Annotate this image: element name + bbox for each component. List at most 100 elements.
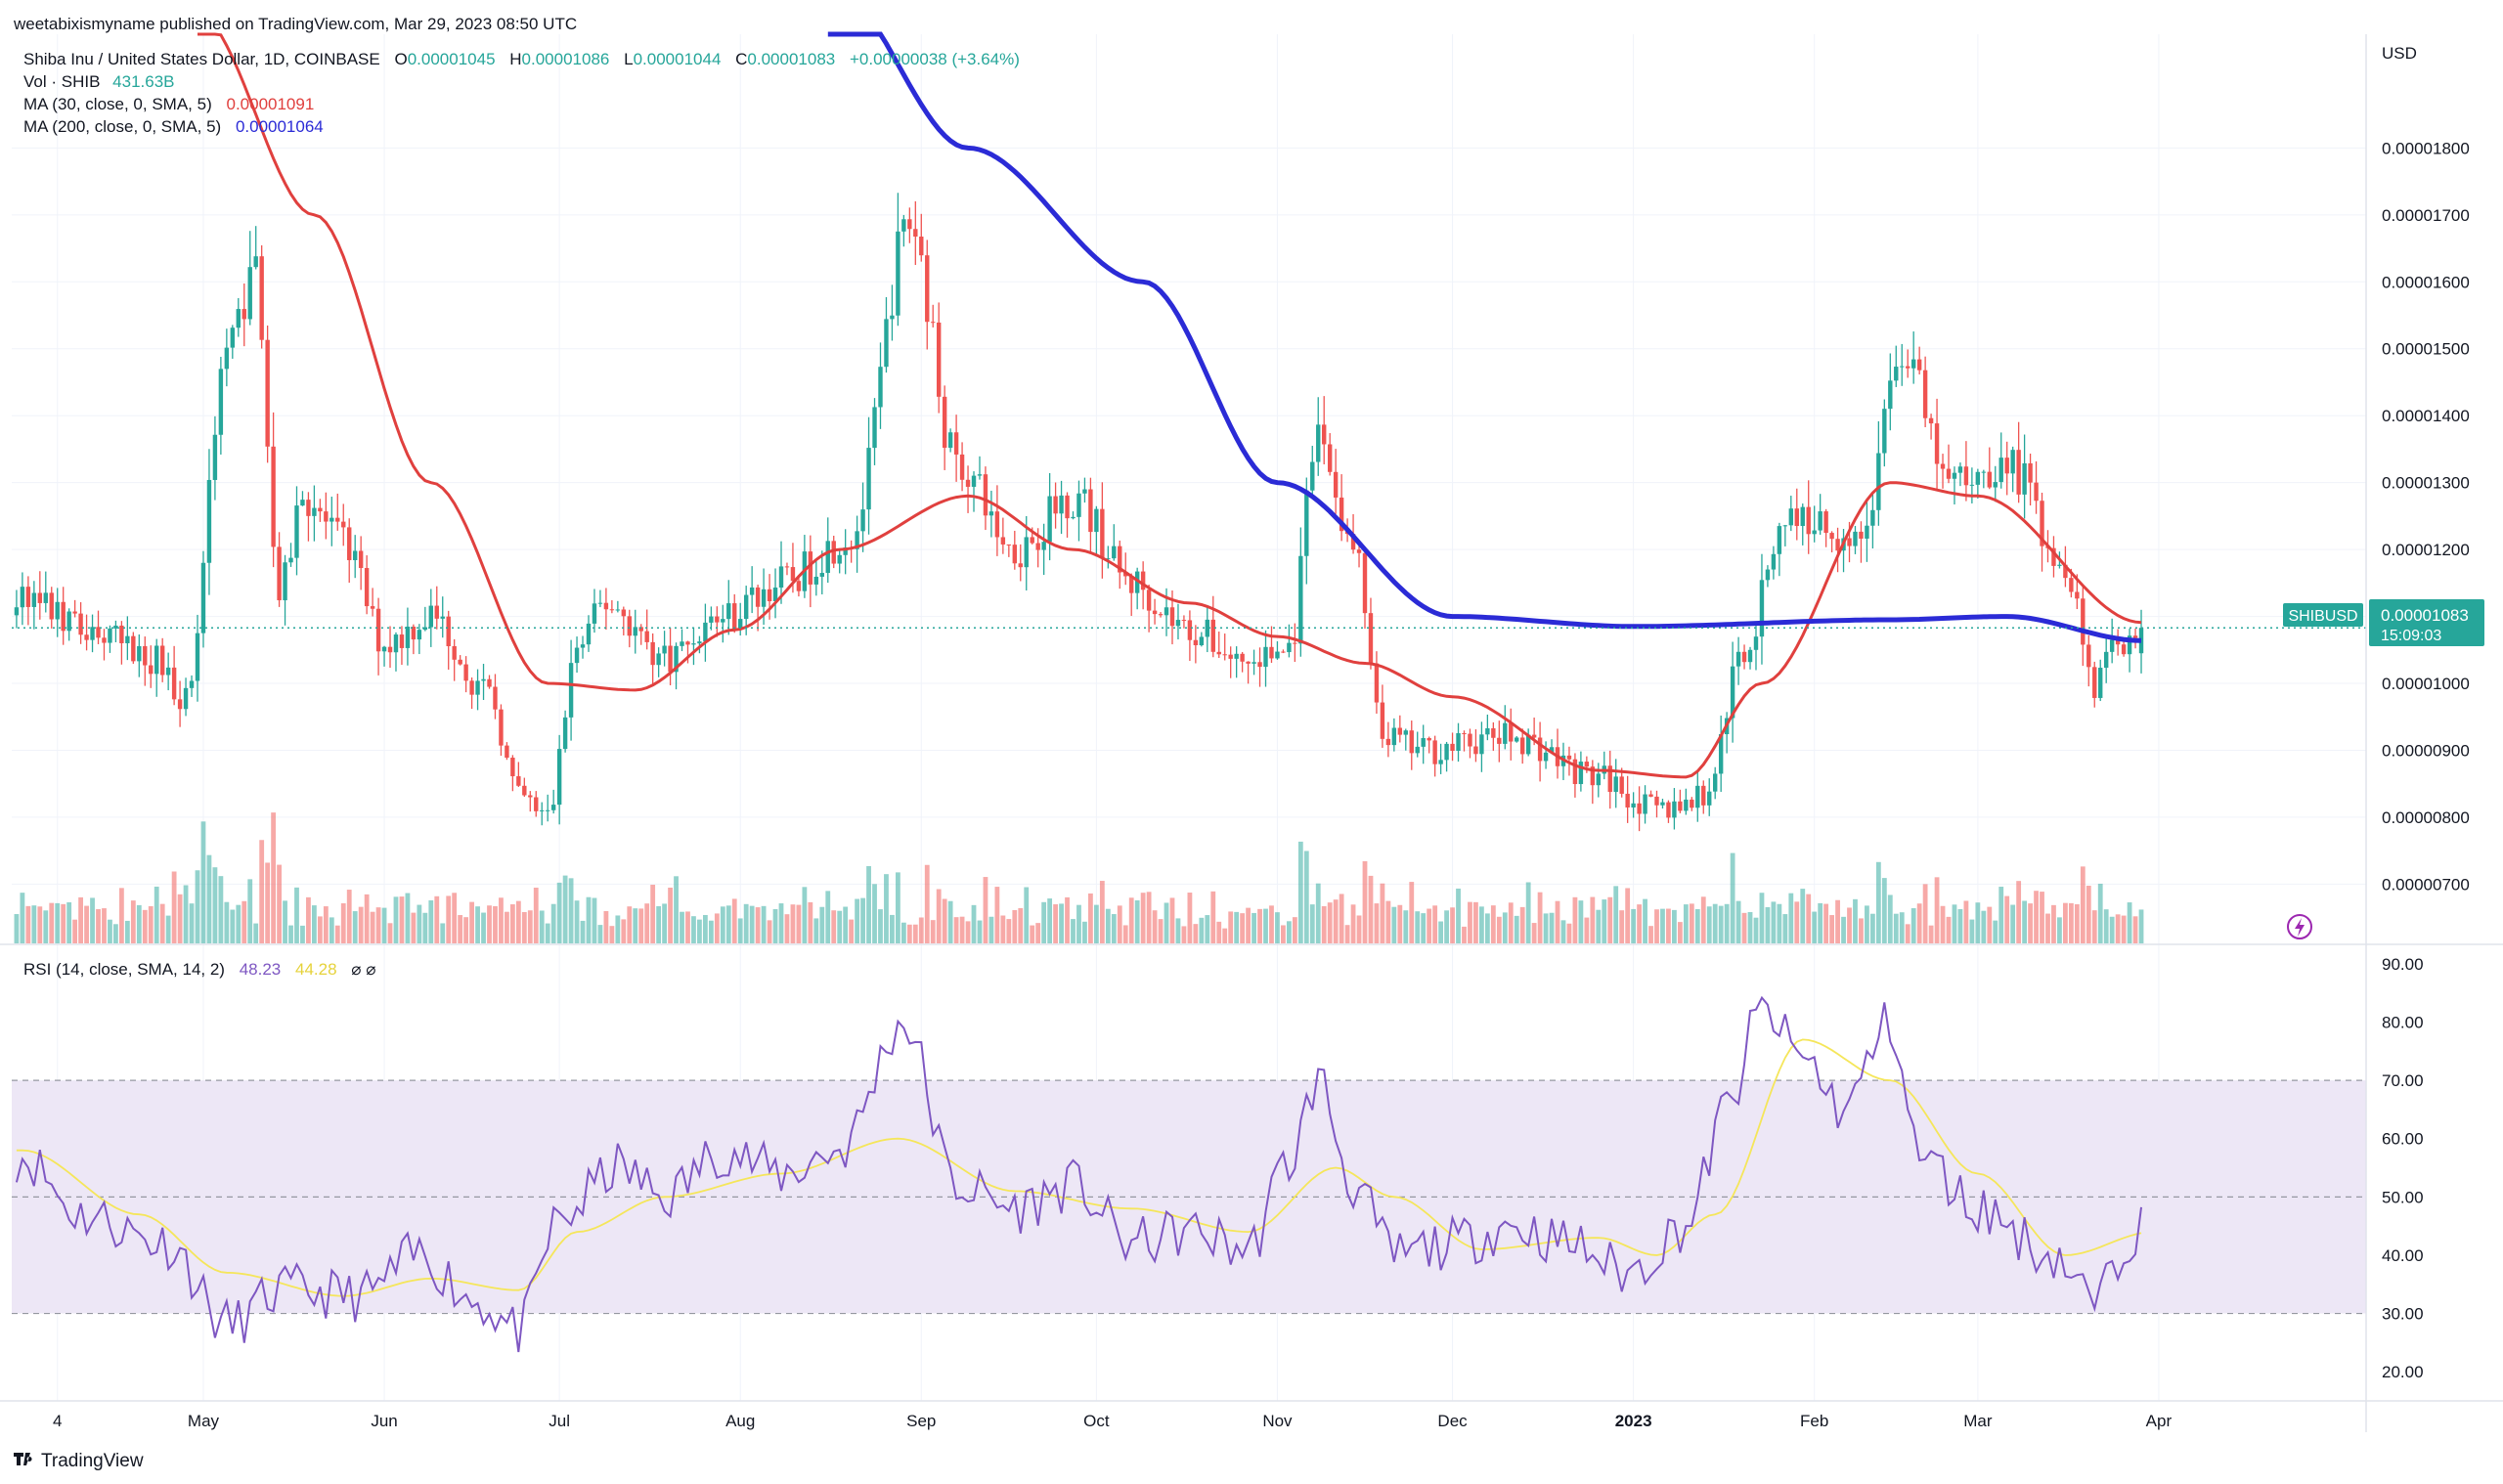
candle[interactable] xyxy=(1234,646,1239,678)
candle[interactable] xyxy=(1823,508,1828,547)
candle[interactable] xyxy=(1118,540,1122,589)
candle[interactable] xyxy=(1012,530,1017,570)
candle[interactable] xyxy=(1509,708,1514,761)
candle[interactable] xyxy=(2109,618,2115,664)
candle[interactable] xyxy=(697,635,702,654)
candle[interactable] xyxy=(405,607,411,666)
candle[interactable] xyxy=(621,606,627,636)
candle[interactable] xyxy=(603,588,609,631)
candle[interactable] xyxy=(1876,420,1881,526)
candle[interactable] xyxy=(72,599,77,618)
candle[interactable] xyxy=(721,604,725,643)
candle[interactable] xyxy=(597,589,603,608)
candle[interactable] xyxy=(988,490,994,538)
candle[interactable] xyxy=(230,325,236,359)
candle[interactable] xyxy=(796,576,802,597)
candle[interactable] xyxy=(1806,480,1811,554)
candle[interactable] xyxy=(1835,527,1840,573)
candle[interactable] xyxy=(755,585,761,632)
candle[interactable] xyxy=(1362,546,1368,630)
candle[interactable] xyxy=(1707,778,1712,816)
rsi-axis[interactable]: 90.00 80.00 70.00 60.00 50.00 40.00 30.00 20.00 xyxy=(2382,955,2424,1381)
candle[interactable] xyxy=(434,586,439,630)
candle[interactable] xyxy=(458,655,462,666)
candle[interactable] xyxy=(1327,433,1333,476)
candle[interactable] xyxy=(294,486,299,576)
candle[interactable] xyxy=(977,456,983,480)
candle[interactable] xyxy=(1987,447,1992,490)
candle[interactable] xyxy=(1613,759,1618,808)
candle[interactable] xyxy=(102,629,107,661)
candle[interactable] xyxy=(1281,649,1286,654)
candle[interactable] xyxy=(656,647,661,677)
candle[interactable] xyxy=(341,503,346,546)
candle[interactable] xyxy=(177,680,183,727)
candle[interactable] xyxy=(242,283,246,347)
candle[interactable] xyxy=(2010,446,2015,493)
candle[interactable] xyxy=(1684,788,1689,815)
candle[interactable] xyxy=(2004,441,2009,496)
candle[interactable] xyxy=(2103,634,2109,683)
legend-ma30-row[interactable]: MA (30, close, 0, SMA, 5) 0.00001091 xyxy=(23,95,314,113)
candle[interactable] xyxy=(143,636,148,686)
candle[interactable] xyxy=(154,638,159,697)
candle[interactable] xyxy=(1963,441,1969,502)
candle[interactable] xyxy=(1473,729,1478,763)
candle[interactable] xyxy=(1491,721,1496,751)
candle[interactable] xyxy=(1123,552,1128,586)
candle[interactable] xyxy=(1450,732,1455,762)
candle[interactable] xyxy=(1263,630,1268,687)
candle[interactable] xyxy=(2081,586,2086,667)
candle[interactable] xyxy=(901,214,906,247)
candle[interactable] xyxy=(1088,477,1093,553)
candle[interactable] xyxy=(1333,449,1339,514)
candle[interactable] xyxy=(522,777,527,798)
candle[interactable] xyxy=(422,606,428,632)
candle[interactable] xyxy=(615,600,621,613)
candle[interactable] xyxy=(1777,522,1782,577)
candle[interactable] xyxy=(516,762,521,787)
candle[interactable] xyxy=(1969,467,1975,503)
candle[interactable] xyxy=(680,629,684,652)
candle[interactable] xyxy=(1870,493,1875,549)
candle[interactable] xyxy=(352,535,358,579)
candle[interactable] xyxy=(49,587,54,629)
candle[interactable] xyxy=(1859,521,1864,563)
candle[interactable] xyxy=(1205,605,1210,653)
candle[interactable] xyxy=(2115,629,2121,656)
candle[interactable] xyxy=(1076,480,1081,542)
candle[interactable] xyxy=(942,385,947,470)
candle[interactable] xyxy=(493,674,498,720)
candle[interactable] xyxy=(381,645,387,667)
candle[interactable] xyxy=(2127,628,2132,673)
candle[interactable] xyxy=(90,614,95,653)
candle[interactable] xyxy=(540,802,545,826)
candle[interactable] xyxy=(200,550,206,648)
candle[interactable] xyxy=(1187,610,1193,662)
candle[interactable] xyxy=(1981,469,1987,489)
candle[interactable] xyxy=(1643,785,1647,824)
candle[interactable] xyxy=(825,517,830,584)
candle[interactable] xyxy=(370,588,375,617)
candle[interactable] xyxy=(1322,396,1327,465)
candle[interactable] xyxy=(1485,714,1490,741)
candle[interactable] xyxy=(1071,511,1076,520)
candle[interactable] xyxy=(253,226,258,270)
candle[interactable] xyxy=(556,734,562,825)
candle[interactable] xyxy=(96,610,101,644)
candle[interactable] xyxy=(1660,799,1665,809)
candle[interactable] xyxy=(1158,612,1164,618)
candle[interactable] xyxy=(959,442,965,492)
candle[interactable] xyxy=(1456,722,1461,763)
candle[interactable] xyxy=(329,497,334,546)
candle[interactable] xyxy=(1374,651,1380,715)
candle[interactable] xyxy=(1894,345,1899,387)
candle[interactable] xyxy=(1812,505,1817,543)
candle[interactable] xyxy=(1713,766,1718,800)
candle[interactable] xyxy=(1257,647,1262,687)
candle[interactable] xyxy=(1432,735,1437,777)
candle[interactable] xyxy=(283,554,287,626)
candle[interactable] xyxy=(1829,531,1834,553)
candle[interactable] xyxy=(568,639,574,741)
